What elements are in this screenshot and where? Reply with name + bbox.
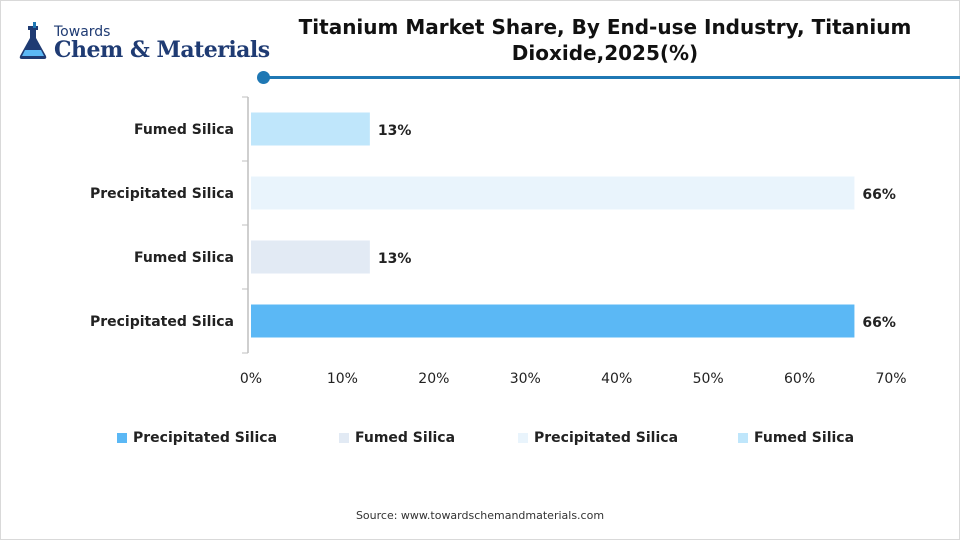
bar	[251, 112, 370, 146]
legend-swatch	[339, 433, 349, 443]
x-tick-label: 0%	[240, 371, 262, 387]
legend-swatch	[518, 433, 528, 443]
x-tick-label: 30%	[510, 371, 541, 387]
legend-label: Precipitated Silica	[133, 430, 278, 446]
brand-logo: Towards Chem & Materials	[16, 18, 270, 68]
data-label: 13%	[378, 251, 412, 267]
legend-item: Fumed Silica	[738, 430, 854, 446]
chart-title: Titanium Market Share, By End-use Indust…	[298, 15, 912, 65]
legend-item: Precipitated Silica	[117, 430, 277, 446]
x-tick-label: 20%	[418, 371, 449, 387]
bar-chart: Fumed Silica 13% Precipitated Silica 66% Fum…	[90, 96, 907, 387]
x-tick-label: 50%	[693, 371, 724, 387]
legend-swatch	[117, 433, 127, 443]
y-tick-label: Fumed Silica	[134, 250, 234, 266]
legend-label: Precipitated Silica	[534, 430, 679, 446]
logo-text-line2: Chem & Materials	[54, 37, 270, 63]
logo-text-line1: Towards	[54, 24, 111, 40]
title-underline	[262, 76, 960, 79]
legend-item: Fumed Silica	[339, 430, 455, 446]
bar	[251, 240, 370, 274]
chart-legend: Precipitated Silica Fumed Silica Precipita…	[0, 430, 960, 450]
data-label: 13%	[378, 123, 412, 139]
y-tick-label: Precipitated Silica	[90, 186, 234, 202]
data-label: 66%	[862, 315, 896, 331]
legend-item: Precipitated Silica	[518, 430, 678, 446]
x-tick-label: 40%	[601, 371, 632, 387]
x-tick-label: 10%	[327, 371, 358, 387]
flask-icon	[19, 22, 47, 59]
source-note: Source: www.towardschemandmaterials.com	[355, 509, 605, 522]
legend-label: Fumed Silica	[754, 430, 855, 446]
legend-swatch	[738, 433, 748, 443]
x-tick-label: 70%	[875, 371, 906, 387]
title-underline-dot	[257, 71, 270, 84]
bar	[251, 176, 855, 210]
bar	[251, 304, 855, 338]
y-tick-label: Fumed Silica	[134, 122, 234, 138]
data-label: 66%	[862, 187, 896, 203]
legend-label: Fumed Silica	[355, 430, 456, 446]
x-tick-label: 60%	[784, 371, 815, 387]
y-tick-label: Precipitated Silica	[90, 314, 234, 330]
